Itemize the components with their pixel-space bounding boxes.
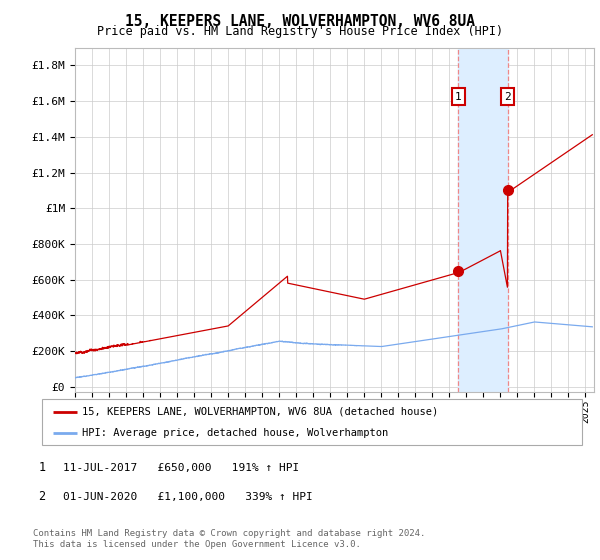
- FancyBboxPatch shape: [42, 399, 582, 445]
- Text: 15, KEEPERS LANE, WOLVERHAMPTON, WV6 8UA (detached house): 15, KEEPERS LANE, WOLVERHAMPTON, WV6 8UA…: [83, 407, 439, 417]
- Bar: [458, 48, 508, 392]
- Text: HPI: Average price, detached house, Wolverhampton: HPI: Average price, detached house, Wolv…: [83, 428, 389, 438]
- Text: 1: 1: [455, 92, 462, 102]
- Text: 2: 2: [504, 92, 511, 102]
- Text: Price paid vs. HM Land Registry's House Price Index (HPI): Price paid vs. HM Land Registry's House …: [97, 25, 503, 38]
- Text: 01-JUN-2020   £1,100,000   339% ↑ HPI: 01-JUN-2020 £1,100,000 339% ↑ HPI: [63, 492, 313, 502]
- Text: 15, KEEPERS LANE, WOLVERHAMPTON, WV6 8UA: 15, KEEPERS LANE, WOLVERHAMPTON, WV6 8UA: [125, 14, 475, 29]
- Text: 1: 1: [38, 461, 46, 474]
- Text: Contains HM Land Registry data © Crown copyright and database right 2024.
This d: Contains HM Land Registry data © Crown c…: [33, 529, 425, 549]
- Text: 2: 2: [38, 490, 46, 503]
- Text: 11-JUL-2017   £650,000   191% ↑ HPI: 11-JUL-2017 £650,000 191% ↑ HPI: [63, 463, 299, 473]
